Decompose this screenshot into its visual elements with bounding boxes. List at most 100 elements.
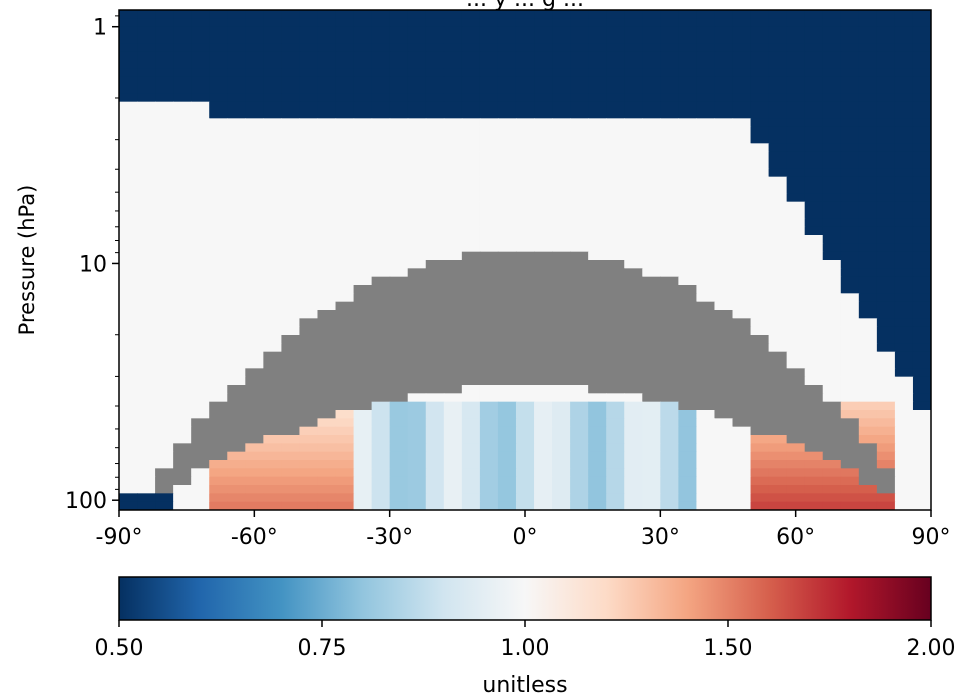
heatmap-cell <box>858 360 878 369</box>
heatmap-cell <box>534 285 553 294</box>
heatmap-cell <box>624 243 643 253</box>
heatmap-cell <box>804 85 824 94</box>
heatmap-cell <box>768 368 788 378</box>
heatmap-cell <box>786 76 806 86</box>
heatmap-cell <box>389 235 409 244</box>
heatmap-cell <box>281 193 301 203</box>
heatmap-cell <box>678 135 698 144</box>
heatmap-cell <box>317 193 337 203</box>
heatmap-cell <box>191 326 210 336</box>
heatmap-cell <box>588 110 607 119</box>
heatmap-cell <box>497 268 517 278</box>
heatmap-cell <box>119 260 138 269</box>
heatmap-cell <box>624 293 643 303</box>
heatmap-cell <box>624 251 643 261</box>
heatmap-cell <box>822 26 842 36</box>
heatmap-cell <box>119 143 138 153</box>
heatmap-cell <box>353 26 373 36</box>
heatmap-cell <box>461 401 481 411</box>
heatmap-cell <box>894 426 914 436</box>
heatmap-cell <box>732 385 752 394</box>
heatmap-cell <box>173 76 192 86</box>
heatmap-cell <box>876 351 896 361</box>
heatmap-cell <box>353 43 373 53</box>
heatmap-cell <box>786 501 806 510</box>
heatmap-cell <box>912 26 931 36</box>
heatmap-cell <box>624 435 643 444</box>
heatmap-cell <box>804 60 824 69</box>
heatmap-cell <box>534 426 553 436</box>
heatmap-cell <box>335 126 355 136</box>
heatmap-cell <box>173 418 192 428</box>
heatmap-cell <box>588 426 607 436</box>
heatmap-cell <box>209 318 228 328</box>
heatmap-cell <box>588 18 607 28</box>
heatmap-cell <box>732 210 752 219</box>
heatmap-cell <box>173 376 192 386</box>
heatmap-cell <box>515 60 535 69</box>
heatmap-cell <box>353 76 373 86</box>
heatmap-cell <box>606 376 625 386</box>
heatmap-cell <box>768 18 788 28</box>
heatmap-cell <box>750 268 770 278</box>
heatmap-cell <box>678 235 698 244</box>
heatmap-cell <box>119 151 138 161</box>
heatmap-cell <box>660 293 679 303</box>
heatmap-cell <box>768 210 788 219</box>
heatmap-cell <box>804 151 824 161</box>
heatmap-cell <box>912 476 931 486</box>
heatmap-cell <box>335 51 355 61</box>
heatmap-cell <box>624 101 643 111</box>
heatmap-cell <box>732 310 752 319</box>
heatmap-cell <box>479 268 499 278</box>
heatmap-cell <box>497 18 517 28</box>
heatmap-cell <box>389 85 409 94</box>
heatmap-cell <box>642 493 661 503</box>
heatmap-cell <box>696 360 716 369</box>
heatmap-cell <box>822 60 842 69</box>
heatmap-cell <box>588 435 607 444</box>
heatmap-cell <box>371 226 391 236</box>
heatmap-cell <box>606 143 625 153</box>
heatmap-cell <box>768 68 788 78</box>
heatmap-cell <box>534 76 553 86</box>
heatmap-cell <box>732 460 752 469</box>
heatmap-cell <box>335 43 355 53</box>
heatmap-cell <box>209 276 228 286</box>
heatmap-cell <box>389 101 409 111</box>
heatmap-cell <box>876 360 896 369</box>
heatmap-cell <box>515 318 535 328</box>
heatmap-cell <box>876 326 896 336</box>
heatmap-cell <box>876 76 896 86</box>
heatmap-cell <box>660 160 679 169</box>
heatmap-cell <box>714 476 734 486</box>
heatmap-cell <box>227 268 246 278</box>
heatmap-cell <box>335 285 355 294</box>
heatmap-cell <box>624 35 643 44</box>
heatmap-cell <box>912 51 931 61</box>
heatmap-cell <box>588 43 607 53</box>
heatmap-cell <box>696 26 716 36</box>
heatmap-cell <box>624 468 643 478</box>
heatmap-cell <box>173 326 192 336</box>
heatmap-cell <box>570 443 589 453</box>
heatmap-cell <box>137 418 156 428</box>
heatmap-cell <box>407 435 427 444</box>
heatmap-cell <box>804 193 824 203</box>
heatmap-cell <box>119 201 138 211</box>
heatmap-cell <box>840 301 860 311</box>
heatmap-cell <box>660 126 679 136</box>
heatmap-cell <box>461 301 481 311</box>
heatmap-cell <box>443 410 463 419</box>
heatmap-cell <box>317 418 337 428</box>
heatmap-cell <box>245 476 264 486</box>
heatmap-cell <box>912 160 931 169</box>
heatmap-cell <box>137 368 156 378</box>
heatmap-cell <box>876 401 896 411</box>
heatmap-cell <box>443 426 463 436</box>
heatmap-cell <box>281 318 301 328</box>
heatmap-cell <box>155 176 174 186</box>
heatmap-cell <box>678 68 698 78</box>
heatmap-cell <box>534 185 553 194</box>
heatmap-cell <box>515 243 535 253</box>
